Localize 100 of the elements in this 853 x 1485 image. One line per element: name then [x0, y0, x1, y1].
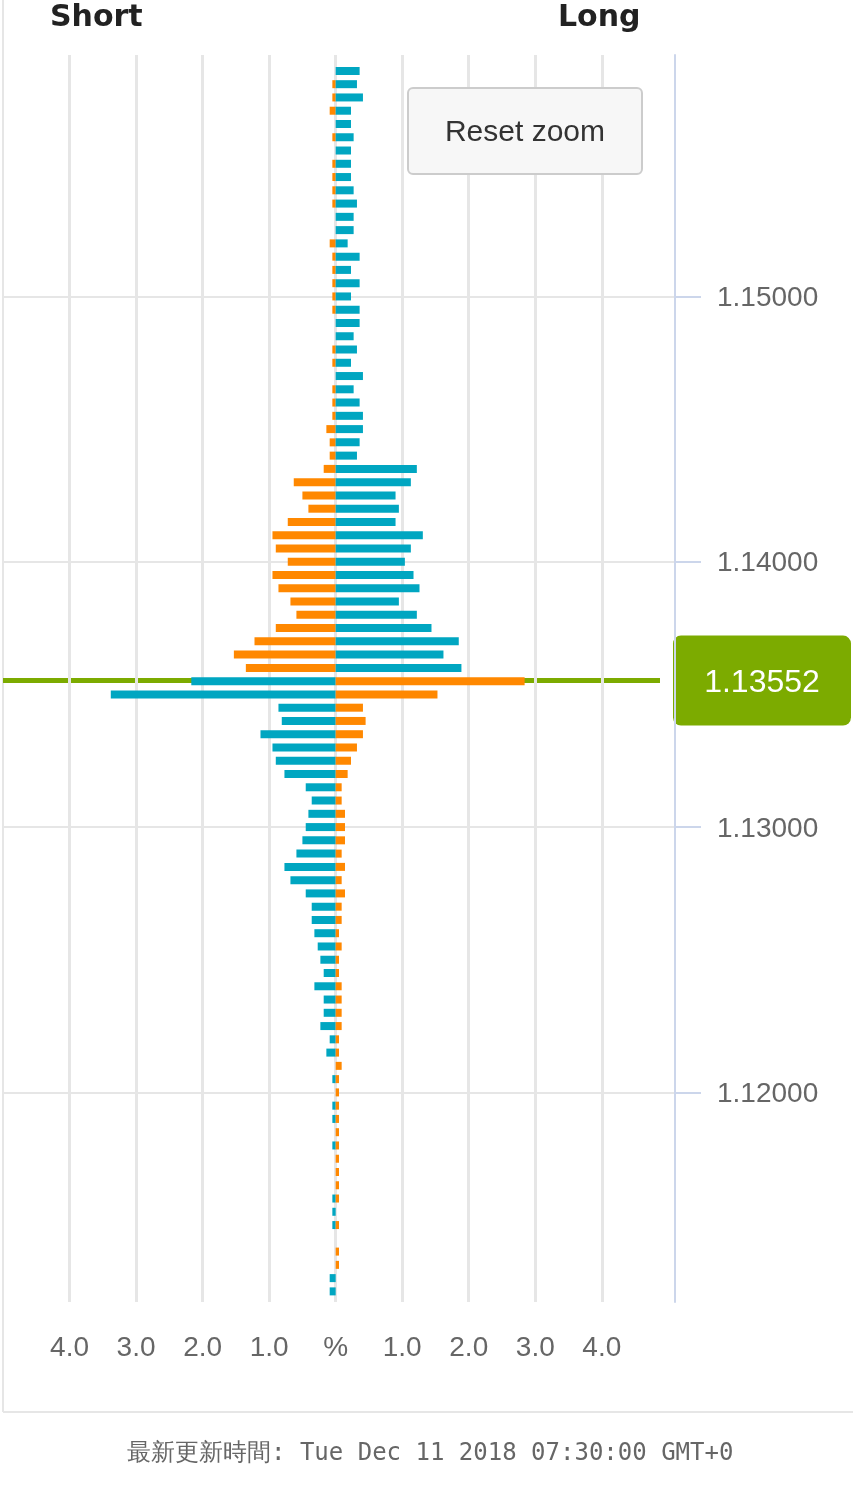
- bar: [335, 478, 411, 487]
- bar: [245, 663, 336, 672]
- bar: [332, 252, 336, 261]
- x-tick-label: 4.0: [50, 1330, 89, 1362]
- bar: [335, 411, 363, 420]
- text: 最新更新時間: Tue Dec 11 2018 07:30:00 GMT+0: [127, 1438, 734, 1466]
- bar: [326, 425, 336, 434]
- bar: [335, 438, 360, 447]
- bar: [329, 438, 336, 447]
- bar: [332, 385, 336, 394]
- x-tick-label: 2.0: [449, 1330, 489, 1362]
- bar: [335, 358, 351, 367]
- bar: [335, 186, 354, 195]
- bar: [272, 531, 336, 540]
- bar: [335, 318, 360, 327]
- x-tick-label: 2.0: [183, 1330, 223, 1362]
- bar: [335, 279, 360, 288]
- bar: [335, 66, 360, 75]
- bar: [335, 265, 351, 274]
- bar: [335, 624, 432, 633]
- bar: [335, 106, 351, 115]
- bar: [335, 80, 357, 89]
- bar: [335, 637, 459, 646]
- bar: [332, 173, 336, 182]
- bar: [335, 663, 462, 672]
- bar: [278, 584, 336, 593]
- bar: [332, 186, 336, 195]
- reset-zoom-button: Reset zoom: [407, 87, 643, 175]
- bar: [335, 584, 420, 593]
- bar: [335, 398, 360, 407]
- bar: [254, 637, 336, 646]
- bar: [335, 544, 411, 553]
- text: Short: [50, 0, 143, 33]
- bar: [335, 385, 354, 394]
- bar: [335, 226, 354, 235]
- bar: [329, 106, 336, 115]
- bar: [329, 451, 336, 460]
- bar: [335, 451, 357, 460]
- bar: [332, 93, 336, 102]
- bar: [335, 650, 444, 659]
- bar: [323, 464, 336, 473]
- x-tick-label: 4.0: [582, 1330, 622, 1362]
- bar: [272, 571, 336, 580]
- bar: [233, 650, 336, 659]
- bar: [332, 398, 336, 407]
- bar: [275, 544, 336, 553]
- bar: [335, 464, 417, 473]
- bar: [335, 571, 414, 580]
- ref-line-label: 1.13552: [704, 662, 820, 699]
- y-tick-label: 1.12000: [717, 1076, 819, 1108]
- x-tick-label: 1.0: [249, 1330, 289, 1362]
- bar: [287, 557, 336, 566]
- bar: [335, 425, 363, 434]
- bar: [302, 491, 336, 500]
- bar: [335, 610, 417, 619]
- bar: [335, 159, 351, 168]
- bar: [335, 332, 354, 341]
- bar: [335, 491, 396, 500]
- y-tick-label: 1.15000: [717, 280, 819, 312]
- bar: [335, 504, 399, 513]
- y-tick-label: 1.14000: [717, 546, 819, 578]
- bar: [335, 252, 360, 261]
- y-tick-label: 1.13000: [717, 811, 819, 843]
- bar: [335, 146, 351, 155]
- bar: [335, 239, 348, 248]
- bar: [335, 517, 396, 526]
- bar: [335, 372, 363, 381]
- bar: [335, 93, 363, 102]
- bar: [332, 279, 336, 288]
- bar: [335, 212, 354, 221]
- bar: [332, 292, 336, 301]
- bar: [332, 199, 336, 208]
- bar: [335, 173, 351, 182]
- x-tick-label: 1.0: [382, 1330, 422, 1362]
- text: Long: [558, 0, 641, 33]
- bar: [296, 610, 336, 619]
- x-tick-label: 3.0: [116, 1330, 156, 1362]
- bar: [293, 478, 336, 487]
- bar: [332, 345, 336, 354]
- bar: [332, 411, 336, 420]
- bar: [332, 265, 336, 274]
- bar: [335, 345, 357, 354]
- bar: [335, 133, 354, 142]
- bar: [275, 624, 336, 633]
- bar: [290, 597, 336, 606]
- bar: [332, 80, 336, 89]
- bar: [335, 531, 423, 540]
- bar: [308, 504, 336, 513]
- bar: [335, 305, 360, 314]
- x-tick-label: %: [323, 1330, 349, 1362]
- bar: [287, 517, 336, 526]
- bar: [335, 119, 351, 128]
- bar: [335, 597, 399, 606]
- x-tick-label: 3.0: [515, 1330, 555, 1362]
- bar: [332, 133, 336, 142]
- bar: [332, 358, 336, 367]
- bar: [329, 239, 336, 248]
- bar: [335, 199, 357, 208]
- bar: [335, 292, 351, 301]
- bar: [335, 557, 405, 566]
